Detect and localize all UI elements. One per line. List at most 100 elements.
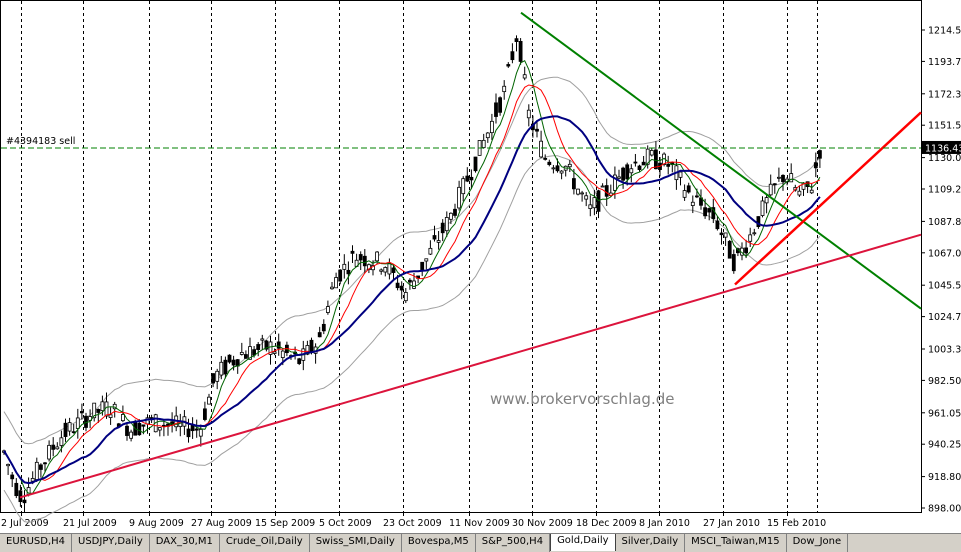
candle-bull bbox=[92, 402, 97, 419]
x-tick-label: 9 Aug 2009 bbox=[129, 518, 184, 529]
candle-bear bbox=[231, 359, 236, 366]
tab-swiss-smi[interactable]: Swiss_SMI,Daily bbox=[310, 534, 402, 552]
candle-bull bbox=[67, 422, 72, 432]
candle-bull bbox=[403, 292, 408, 302]
tab-dow-jones[interactable]: Dow_Jone bbox=[787, 534, 849, 552]
tab-msci-taiwan[interactable]: MSCI_Taiwan,M15 bbox=[685, 534, 787, 552]
order-price-box bbox=[922, 140, 961, 154]
candle-bear bbox=[358, 254, 363, 261]
candle-bull bbox=[752, 232, 757, 235]
candle-bear bbox=[321, 323, 326, 332]
x-tick-label: 23 Oct 2009 bbox=[383, 518, 442, 529]
candle-bear bbox=[535, 128, 539, 132]
price-chart[interactable]: 2 Jul 2009 21 Jul 2009 9 Aug 2009 27 Aug 20… bbox=[0, 0, 961, 533]
candle-bull bbox=[375, 251, 380, 262]
candle-bull bbox=[157, 427, 162, 431]
candle-bull bbox=[526, 109, 531, 119]
candle-bear bbox=[506, 64, 511, 67]
candle-bull bbox=[613, 174, 617, 191]
candle-bear bbox=[211, 373, 216, 384]
x-tick-label: 15 Sep 2009 bbox=[255, 518, 315, 529]
candle-bull bbox=[198, 429, 203, 437]
candle-bear bbox=[711, 207, 716, 219]
candle-bear bbox=[63, 422, 68, 437]
candle-bull bbox=[129, 431, 134, 439]
candle-bull bbox=[576, 188, 580, 195]
bollinger-upper bbox=[3, 76, 821, 445]
candle-bull bbox=[789, 173, 794, 183]
y-tick-label: 1109.25 bbox=[928, 185, 961, 196]
candle-bull bbox=[30, 478, 35, 482]
candle-bull bbox=[215, 370, 220, 382]
tab-silver[interactable]: Silver,Daily bbox=[616, 534, 686, 552]
candle-bull bbox=[75, 417, 80, 429]
candle-bull bbox=[436, 240, 441, 243]
candle-bull bbox=[461, 178, 466, 195]
bollinger-lower bbox=[3, 155, 821, 523]
candle-bull bbox=[764, 197, 769, 204]
candle-bear bbox=[543, 157, 548, 160]
tab-dax[interactable]: DAX_30,M1 bbox=[150, 534, 220, 552]
candle-bear bbox=[518, 41, 523, 62]
candle-bull bbox=[207, 396, 211, 405]
candle-bear bbox=[707, 208, 712, 213]
candle-bull bbox=[723, 232, 728, 238]
order-price-label: 1136.43 bbox=[925, 143, 961, 154]
candle-bull bbox=[559, 170, 564, 174]
candle-bull bbox=[580, 192, 584, 195]
watermark-text: www.brokervorschlag.de bbox=[490, 390, 674, 408]
candle-bull bbox=[797, 190, 802, 196]
candle-bear bbox=[297, 358, 302, 364]
y-tick-label: 918.80 bbox=[928, 472, 961, 483]
tab-eurusd[interactable]: EURUSD,H4 bbox=[0, 534, 73, 552]
candle-bull bbox=[777, 176, 781, 179]
tab-sp500[interactable]: S&P_500,H4 bbox=[476, 534, 551, 552]
candle-bear bbox=[14, 482, 19, 497]
y-tick-label: 1045.55 bbox=[928, 281, 961, 292]
candle-bull bbox=[645, 148, 650, 165]
candle-bear bbox=[243, 354, 248, 359]
candle-bull bbox=[448, 212, 453, 220]
candle-bull bbox=[108, 414, 113, 418]
candle-bull bbox=[629, 168, 634, 174]
candle-bear bbox=[596, 190, 601, 212]
candle-bear bbox=[465, 175, 470, 182]
candle-bear bbox=[141, 424, 146, 427]
candle-bull bbox=[260, 338, 265, 341]
candle-bull bbox=[153, 414, 158, 433]
plot-area bbox=[0, 0, 922, 513]
candle-bear bbox=[407, 279, 412, 283]
candle-bear bbox=[494, 102, 498, 117]
candle-bear bbox=[703, 207, 707, 217]
candle-bear bbox=[440, 222, 445, 234]
candle-bull bbox=[248, 346, 252, 360]
candle-bull bbox=[690, 201, 695, 206]
candle-bear bbox=[137, 422, 142, 436]
tab-crude-oil[interactable]: Crude_Oil,Daily bbox=[220, 534, 310, 552]
candle-bear bbox=[39, 464, 43, 470]
candle-bear bbox=[654, 149, 658, 170]
y-tick-label: 898.00 bbox=[928, 504, 961, 515]
candle-bull bbox=[682, 190, 687, 198]
candle-bull bbox=[59, 437, 64, 446]
tab-bovespa[interactable]: Bovespa,M5 bbox=[402, 534, 476, 552]
tab-usdjpy[interactable]: USDJPY,Daily bbox=[72, 534, 150, 552]
y-tick-label: 1151.50 bbox=[928, 121, 961, 132]
candle-bear bbox=[473, 156, 478, 172]
candle-bull bbox=[502, 85, 507, 93]
x-tick-label: 21 Jul 2009 bbox=[63, 518, 117, 529]
candle-bull bbox=[809, 189, 814, 194]
candle-bear bbox=[43, 462, 47, 465]
candle-bull bbox=[551, 167, 556, 170]
candle-bull bbox=[268, 341, 273, 355]
candle-bull bbox=[47, 444, 51, 460]
candle-bear bbox=[686, 185, 691, 193]
candle-bear bbox=[572, 178, 576, 190]
candle-bull bbox=[444, 217, 449, 232]
order-label: #4394183 sell bbox=[6, 136, 75, 147]
candle-bull bbox=[219, 361, 224, 376]
ma-slow-line bbox=[3, 115, 821, 485]
tab-gold[interactable]: Gold,Daily bbox=[550, 534, 616, 551]
candle-bear bbox=[202, 408, 207, 420]
